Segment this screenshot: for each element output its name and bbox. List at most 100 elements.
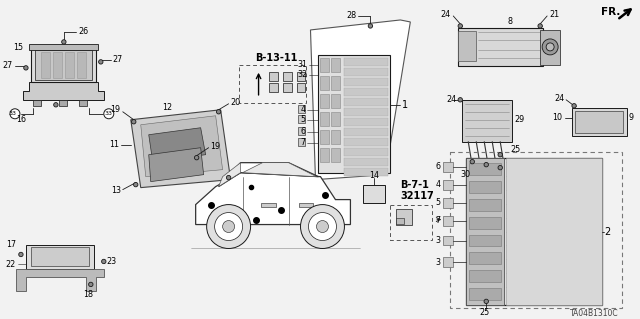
Bar: [444, 216, 453, 226]
Circle shape: [572, 104, 576, 108]
Bar: [451, 152, 622, 308]
Text: 24: 24: [554, 94, 564, 103]
Circle shape: [538, 24, 542, 28]
Circle shape: [134, 182, 138, 187]
Bar: [540, 30, 560, 65]
Polygon shape: [219, 163, 319, 187]
Bar: [444, 197, 453, 208]
Circle shape: [308, 212, 337, 241]
Circle shape: [498, 166, 502, 170]
Text: 8: 8: [508, 18, 513, 26]
Text: 33: 33: [9, 111, 17, 116]
Text: 5: 5: [300, 115, 305, 124]
Bar: [444, 162, 453, 172]
Circle shape: [216, 109, 221, 114]
Circle shape: [104, 109, 114, 119]
Circle shape: [368, 24, 372, 28]
Polygon shape: [148, 148, 204, 182]
Text: 3: 3: [435, 258, 440, 267]
Bar: [467, 158, 602, 305]
Bar: [321, 58, 330, 72]
Bar: [29, 44, 98, 50]
Text: 27: 27: [3, 61, 13, 70]
Text: 9: 9: [628, 113, 633, 122]
Bar: [282, 83, 291, 92]
Bar: [31, 48, 96, 82]
Circle shape: [317, 220, 328, 233]
Bar: [364, 185, 385, 203]
Text: 7: 7: [435, 216, 440, 225]
Circle shape: [223, 220, 235, 233]
Bar: [321, 148, 330, 162]
Text: 19: 19: [111, 105, 121, 114]
Bar: [467, 158, 504, 305]
Bar: [332, 58, 340, 72]
Bar: [269, 83, 278, 92]
Bar: [53, 52, 62, 78]
Text: 1: 1: [403, 100, 408, 110]
Bar: [344, 148, 388, 156]
Bar: [572, 108, 627, 136]
Bar: [396, 209, 412, 225]
Bar: [298, 127, 305, 135]
Bar: [344, 78, 388, 86]
Text: 4: 4: [435, 180, 440, 189]
Bar: [444, 257, 453, 267]
Bar: [506, 158, 602, 305]
Bar: [319, 55, 390, 173]
Polygon shape: [243, 163, 317, 177]
Circle shape: [227, 175, 231, 180]
Text: 12: 12: [163, 103, 173, 112]
Polygon shape: [131, 110, 230, 188]
Text: 16: 16: [16, 115, 26, 124]
Text: 31: 31: [298, 60, 307, 69]
Bar: [296, 83, 305, 92]
Bar: [65, 52, 74, 78]
Polygon shape: [196, 173, 351, 225]
Bar: [469, 163, 501, 174]
Bar: [298, 138, 305, 146]
Bar: [260, 203, 276, 207]
Text: 7: 7: [300, 138, 305, 147]
Circle shape: [458, 24, 463, 28]
Circle shape: [61, 40, 66, 44]
Bar: [296, 72, 305, 81]
Text: 32: 32: [298, 70, 307, 79]
Circle shape: [484, 299, 488, 304]
Text: 32117: 32117: [401, 190, 434, 201]
Polygon shape: [310, 20, 410, 180]
Bar: [332, 94, 340, 108]
Circle shape: [484, 162, 488, 167]
Circle shape: [546, 43, 554, 51]
Bar: [344, 88, 388, 96]
Text: 24: 24: [446, 95, 456, 104]
Bar: [31, 248, 89, 266]
Bar: [469, 271, 501, 282]
Circle shape: [470, 160, 474, 164]
Bar: [269, 72, 278, 81]
Text: FR.: FR.: [601, 7, 620, 17]
Circle shape: [99, 60, 103, 64]
Circle shape: [19, 252, 23, 257]
Text: B-13-11: B-13-11: [255, 53, 298, 63]
Circle shape: [542, 39, 558, 55]
Bar: [35, 50, 92, 80]
Text: 19: 19: [211, 142, 221, 151]
Bar: [344, 158, 388, 166]
Polygon shape: [23, 82, 104, 100]
Polygon shape: [148, 128, 205, 162]
Bar: [344, 68, 388, 76]
Text: 17: 17: [6, 240, 16, 249]
Bar: [390, 204, 432, 240]
Circle shape: [214, 212, 243, 241]
Bar: [344, 138, 388, 146]
Bar: [321, 130, 330, 144]
Text: 23: 23: [107, 257, 117, 266]
Bar: [282, 72, 291, 81]
Bar: [321, 76, 330, 90]
Circle shape: [207, 204, 251, 249]
Text: 14: 14: [369, 171, 380, 180]
Text: 22: 22: [6, 260, 16, 269]
Text: 21: 21: [549, 11, 559, 19]
Bar: [469, 181, 501, 193]
